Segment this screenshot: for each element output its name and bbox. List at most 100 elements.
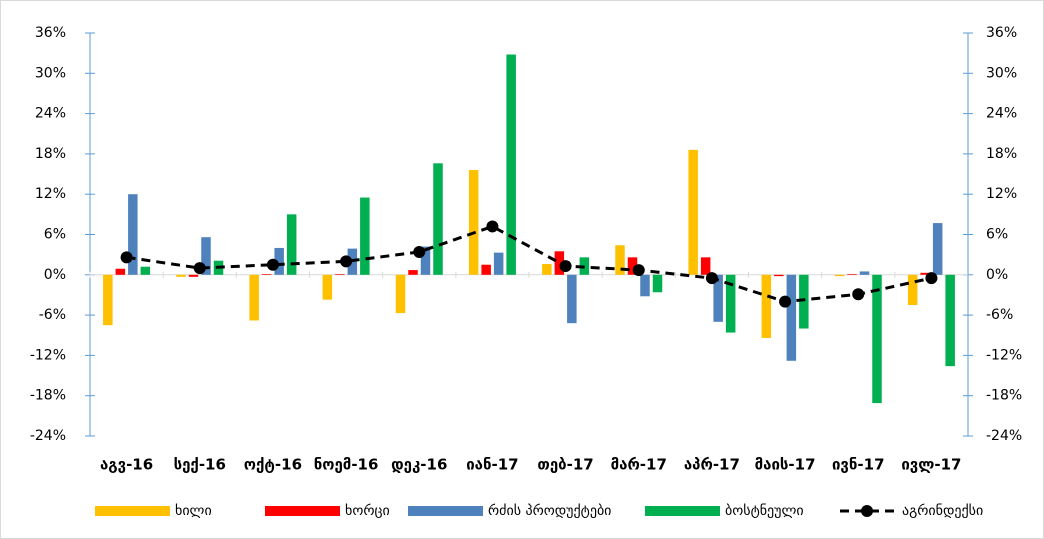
bar (286, 214, 297, 275)
line-marker (705, 272, 718, 285)
bar (115, 268, 126, 275)
y-tick-label: 12% (35, 186, 66, 202)
x-tick-label: თებ-17 (537, 456, 593, 474)
line-marker (559, 260, 572, 273)
bar (713, 274, 723, 322)
bar (847, 274, 857, 275)
bar (932, 223, 943, 275)
y2-tick-label: 12% (986, 186, 1017, 202)
y2-tick-label: 6% (986, 227, 1008, 243)
y-tick-label: -12% (30, 347, 66, 363)
y2-tick-label: 18% (986, 146, 1017, 162)
bar (103, 274, 113, 326)
bar (188, 274, 199, 277)
legend-label: ბოსტნეული (725, 503, 804, 519)
bar (725, 274, 736, 333)
y-tick-label: -6% (39, 307, 66, 323)
bar (249, 274, 259, 321)
legend-marker (861, 505, 873, 517)
y-tick-label: -18% (30, 388, 66, 404)
bar (834, 274, 845, 277)
bar (688, 149, 698, 275)
bar (554, 251, 565, 275)
bar (176, 274, 186, 277)
bar (945, 274, 955, 367)
legend-swatch (408, 506, 483, 516)
line-marker (120, 251, 133, 264)
x-tick-label: სექ-16 (174, 456, 226, 474)
line-marker (779, 295, 792, 308)
bar (872, 274, 882, 404)
legend-swatch (645, 506, 720, 516)
bar (627, 257, 638, 275)
bar (408, 270, 418, 275)
y2-tick-label: 36% (986, 25, 1017, 41)
bar (420, 246, 431, 275)
legend-label: აგრინდექსი (902, 502, 983, 519)
bar (567, 274, 577, 324)
y2-tick-label: 30% (986, 65, 1017, 81)
bar (652, 274, 663, 293)
legend-label: ხილი (175, 503, 212, 519)
bar (615, 245, 625, 275)
legend-label: რძის პროდუქტები (488, 502, 611, 519)
bar (335, 274, 345, 275)
bar (140, 266, 151, 275)
y-tick-label: 24% (35, 106, 66, 122)
x-tick-label: ივლ-17 (901, 456, 961, 474)
x-tick-label: ოქტ-16 (244, 456, 302, 474)
legend-swatch (95, 506, 170, 516)
bar (360, 197, 370, 275)
y-tick-label: -24% (30, 428, 66, 444)
x-tick-label: აგვ-16 (100, 456, 153, 474)
bar (128, 194, 138, 275)
x-tick-label: ივნ-17 (832, 456, 885, 474)
y-tick-label: 18% (35, 146, 66, 162)
legend-swatch (265, 506, 340, 516)
y-tick-label: 36% (35, 25, 66, 41)
bar (395, 274, 406, 314)
legend-label: ხორცი (345, 502, 390, 519)
bar (799, 274, 809, 329)
line-marker (413, 245, 426, 258)
bar (761, 274, 772, 338)
line-marker (340, 255, 353, 268)
y-tick-label: 6% (44, 227, 66, 243)
bar (468, 170, 479, 275)
bar (322, 274, 333, 300)
x-tick-label: აპრ-17 (684, 456, 740, 474)
x-tick-label: დეკ-16 (391, 456, 447, 474)
y2-tick-label: 24% (986, 106, 1017, 122)
line-marker (486, 220, 499, 233)
y2-tick-label: -18% (986, 388, 1022, 404)
x-tick-label: მაის-17 (755, 456, 816, 474)
y-tick-label: 0% (44, 267, 66, 283)
line-marker (266, 258, 279, 271)
line-marker (193, 262, 206, 275)
y2-tick-label: -24% (986, 428, 1022, 444)
bar (542, 264, 552, 275)
bar (859, 271, 870, 275)
bar (261, 274, 272, 275)
line-marker (925, 272, 938, 285)
y-tick-label: 30% (35, 65, 66, 81)
bar (506, 54, 516, 275)
x-tick-label: მარ-17 (611, 456, 667, 474)
bar (433, 163, 443, 275)
x-tick-label: ნოემ-16 (314, 456, 379, 474)
bar (786, 274, 797, 361)
bar (700, 257, 711, 275)
line-marker (632, 264, 645, 277)
y2-tick-label: 0% (986, 267, 1008, 283)
y2-tick-label: -6% (986, 307, 1013, 323)
bar (907, 274, 918, 306)
bar (481, 264, 491, 275)
x-tick-label: იან-17 (466, 456, 518, 474)
bar (274, 247, 284, 275)
line-marker (852, 288, 865, 301)
line (126, 224, 932, 304)
y2-tick-label: -12% (986, 347, 1022, 363)
bar (201, 237, 211, 275)
